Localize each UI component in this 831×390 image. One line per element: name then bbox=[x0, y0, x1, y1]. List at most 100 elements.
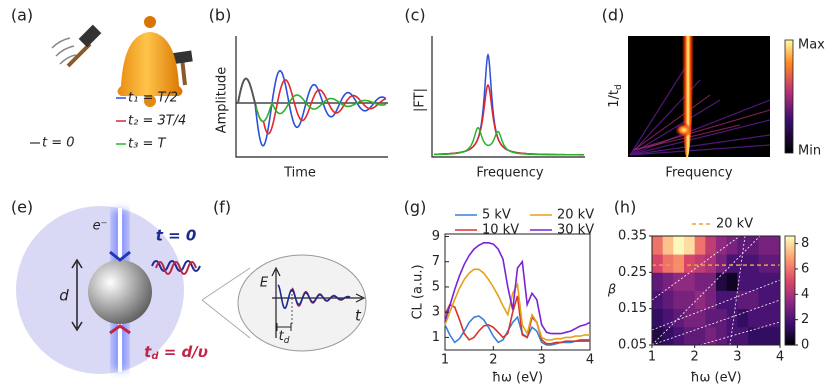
electron-label: e⁻ bbox=[93, 219, 108, 234]
heatmap-cell bbox=[652, 290, 664, 310]
colorbar-step bbox=[785, 252, 795, 255]
colorbar-step bbox=[785, 270, 795, 273]
colorbar-step bbox=[785, 343, 795, 346]
heatmap-cell bbox=[694, 236, 706, 255]
y-tick-label: 1 bbox=[432, 330, 440, 345]
schematic-curve bbox=[434, 53, 584, 156]
x-tick-label: 2 bbox=[691, 350, 699, 365]
heatmap-cell bbox=[737, 290, 749, 310]
heatmap-cell bbox=[662, 254, 674, 273]
panel-label: (d) bbox=[602, 6, 625, 25]
heatmap-cell bbox=[662, 308, 674, 328]
colorbar-step bbox=[785, 335, 795, 339]
x-axis-label: ħω (eV) bbox=[690, 371, 741, 386]
heatmap-cell bbox=[673, 236, 685, 255]
colorbar-step bbox=[785, 279, 795, 282]
x-axis-label: Time bbox=[283, 166, 316, 181]
heatmap-cell bbox=[748, 236, 760, 255]
heatmap-cell bbox=[716, 272, 728, 291]
x-axis-label: Frequency bbox=[665, 166, 732, 181]
colorbar-label: Max bbox=[798, 38, 825, 53]
heatmap-cell bbox=[652, 254, 664, 273]
y-tick-label: 0.05 bbox=[618, 338, 647, 353]
heatmap-cell bbox=[758, 308, 770, 328]
legend-label: 20 kV bbox=[557, 208, 594, 223]
y-axis-label: CL (a.u.) bbox=[411, 264, 426, 319]
colorbar-step bbox=[785, 341, 795, 344]
legend-label: t₁ = T/2 bbox=[128, 91, 178, 106]
heatmap-cell bbox=[694, 326, 706, 346]
plot-frame bbox=[651, 235, 781, 346]
heatmap-cell bbox=[673, 326, 685, 346]
data-line bbox=[444, 268, 590, 341]
colorbar-step bbox=[785, 261, 795, 264]
heatmap-cell bbox=[737, 272, 749, 291]
y-tick-label: 0.25 bbox=[618, 265, 647, 280]
heatmap-cell bbox=[662, 290, 674, 310]
guide-line bbox=[652, 299, 780, 345]
legend: t = 0 t₁ = T/2 t₂ = 3T/4 t₃ = T bbox=[30, 91, 186, 152]
y-axis-label: 1/td bbox=[607, 84, 624, 107]
label-part: t bbox=[144, 343, 152, 361]
legend-label: 30 kV bbox=[557, 223, 594, 238]
heatmap-cell bbox=[769, 290, 781, 310]
heatmap-cell bbox=[694, 272, 706, 291]
colorbar-step bbox=[785, 255, 795, 259]
schematic-curves bbox=[277, 284, 351, 310]
label-subscript: d bbox=[614, 84, 624, 90]
colorbar-step bbox=[785, 263, 795, 266]
colorbar-step bbox=[785, 288, 795, 291]
heatmap-cell bbox=[716, 290, 728, 310]
label-subscript: d bbox=[151, 351, 159, 362]
colorbar-step bbox=[785, 236, 795, 239]
heatmap-cell bbox=[769, 308, 781, 328]
legend-label: 5 kV bbox=[482, 208, 511, 223]
colorbar-step bbox=[785, 305, 795, 308]
colorbar-step bbox=[785, 286, 795, 290]
panel-label: (c) bbox=[404, 6, 425, 25]
colorbar-step bbox=[785, 332, 795, 335]
colorbar-step bbox=[785, 315, 795, 319]
heatmap-cell bbox=[694, 290, 706, 310]
colorbar-step bbox=[785, 254, 795, 257]
colorbar-step bbox=[785, 303, 795, 306]
schematic-curves bbox=[237, 69, 387, 147]
colorbar-step bbox=[785, 257, 795, 261]
axes bbox=[235, 36, 388, 158]
colorbar-step bbox=[785, 274, 795, 277]
heatmap-cell bbox=[705, 308, 717, 328]
label-part: = d/υ bbox=[158, 343, 207, 361]
heatmap-cell bbox=[726, 290, 738, 310]
heatmap-cell bbox=[716, 326, 728, 346]
heatmap-cell bbox=[673, 272, 685, 291]
data-line bbox=[444, 242, 591, 335]
heatmap-cell bbox=[705, 290, 717, 310]
colorbar-step bbox=[785, 246, 795, 250]
label-part: t bbox=[279, 329, 285, 344]
heatmap-cell bbox=[652, 326, 664, 346]
colorbar-step bbox=[785, 312, 795, 315]
delay-label: td = d/υ bbox=[144, 343, 208, 363]
x-tick-label: 4 bbox=[586, 353, 594, 368]
colorbar-step bbox=[785, 239, 795, 242]
delay-label: td bbox=[279, 329, 290, 346]
schematic-curve bbox=[237, 77, 387, 123]
colorbar-step bbox=[785, 275, 795, 279]
colorbar-step bbox=[785, 294, 795, 297]
colorbar-step bbox=[785, 277, 795, 281]
x-tick-label: 3 bbox=[733, 350, 741, 365]
colorbar-step bbox=[785, 237, 795, 241]
x-tick-label: 3 bbox=[538, 353, 546, 368]
panel-label: (g) bbox=[404, 198, 427, 217]
guide-line bbox=[652, 236, 761, 345]
guide-line bbox=[699, 321, 780, 345]
heatmap-cell bbox=[737, 254, 749, 273]
heatmap-cell bbox=[716, 236, 728, 255]
colorbar-tick-label: 0 bbox=[801, 338, 809, 353]
colorbar-step bbox=[785, 325, 795, 328]
heatmap-cell bbox=[737, 308, 749, 328]
x-tick-label: 2 bbox=[489, 353, 497, 368]
colorbar-frame bbox=[784, 235, 796, 346]
heatmap-cell bbox=[769, 326, 781, 346]
